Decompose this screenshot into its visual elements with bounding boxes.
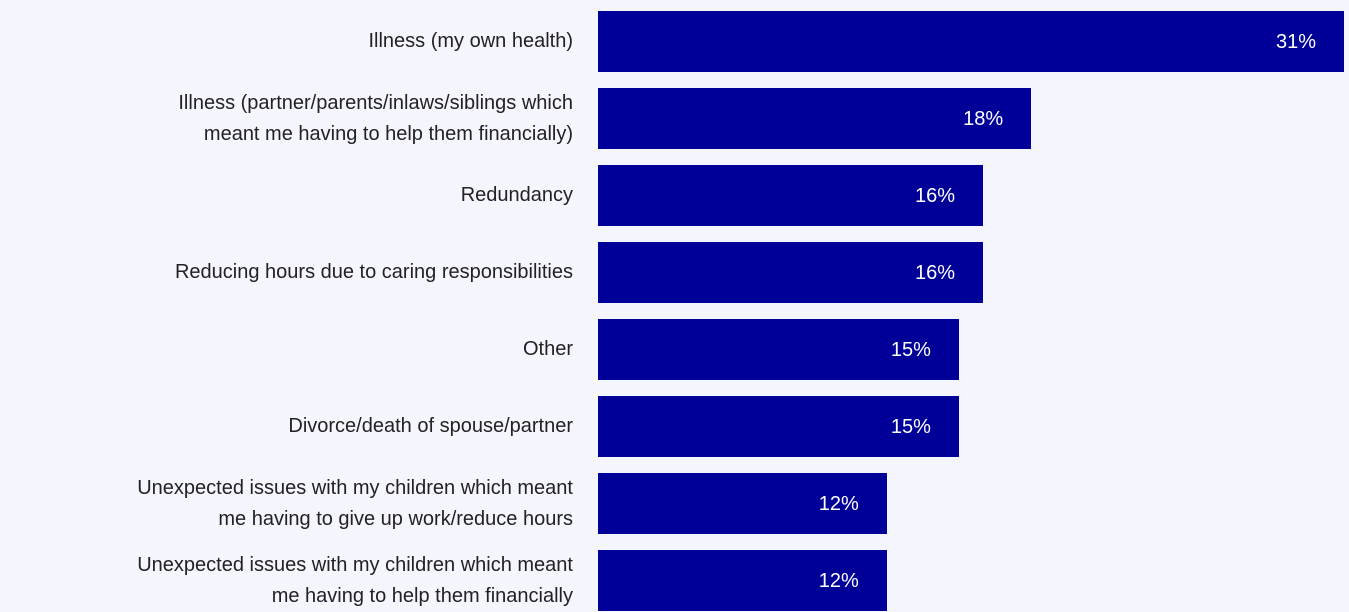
data-label: 18% [963,107,1004,130]
data-label: 16% [915,261,956,284]
data-label: 31% [1275,30,1316,53]
bar [598,319,959,380]
category-label: Redundancy [460,184,573,206]
bar [598,165,984,226]
category-label: Divorce/death of spouse/partner [288,415,573,437]
category-label: Reducing hours due to caring responsibil… [174,261,573,283]
data-label: 12% [818,492,859,515]
data-label: 15% [890,338,931,361]
category-label: Illness (my own health) [368,30,573,52]
bar [598,396,959,457]
category-label: Illness (partner/parents/inlaws/siblings… [178,91,573,145]
category-label: Unexpected issues with my children which… [137,476,573,530]
category-label: Other [522,338,573,360]
data-label: 15% [890,415,931,438]
data-label: 16% [915,184,956,207]
bar [598,11,1344,72]
data-label: 12% [818,569,859,592]
bar [598,473,887,534]
category-label: Unexpected issues with my children which… [137,553,573,607]
bar [598,550,887,611]
bar [598,88,1032,149]
bar [598,242,984,303]
